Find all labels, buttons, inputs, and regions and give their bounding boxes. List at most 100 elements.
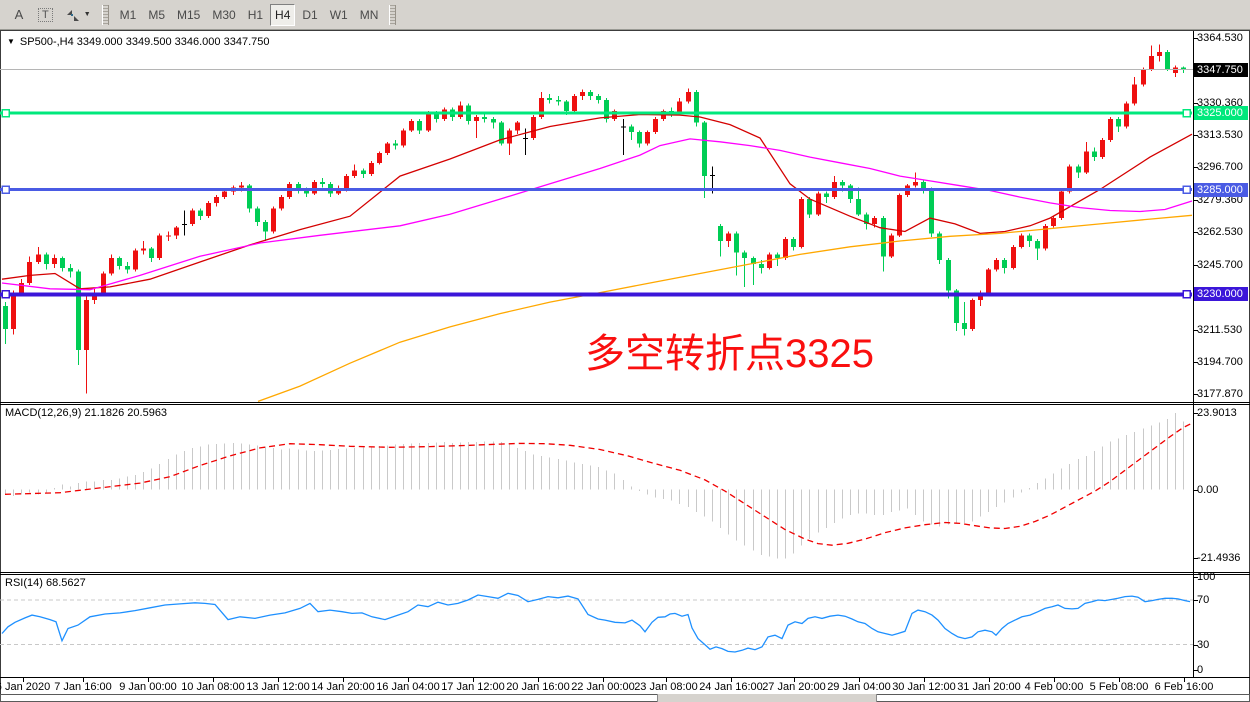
time-tick (408, 678, 409, 682)
time-tick (343, 678, 344, 682)
price-tick-label: 3245.700 (1197, 259, 1243, 271)
tf-button-m15[interactable]: M15 (177, 7, 201, 22)
slow-ma-orange (257, 214, 1193, 402)
hline-handle[interactable] (1182, 108, 1191, 118)
cursor-arrows-icon (66, 9, 79, 21)
rsi-label: RSI(14) 68.5627 (5, 577, 86, 589)
panel-separator[interactable] (0, 402, 1250, 403)
time-tick (1119, 678, 1120, 682)
symbol-dropdown-icon[interactable]: ▼ (7, 37, 15, 46)
hline-3325.000[interactable] (0, 111, 1192, 115)
time-label: 17 Jan 12:00 (441, 681, 505, 693)
symbol-ohlc-text: SP500-,H4 3349.000 3349.500 3346.000 334… (19, 36, 270, 48)
time-tick (23, 678, 24, 682)
macd-tick-label: 23.9013 (1197, 407, 1237, 419)
tf-button-m1[interactable]: M1 (119, 7, 137, 22)
tf-button-h1[interactable]: H1 (247, 7, 264, 22)
time-label: 27 Jan 20:00 (762, 681, 826, 693)
cursor-mode-dropdown-button[interactable]: ▼ (60, 4, 96, 26)
hline-3230.000[interactable] (0, 292, 1192, 297)
price-axis-border (1193, 31, 1194, 677)
price-tick-label: 3313.530 (1197, 129, 1243, 141)
hline-3285.000[interactable] (0, 188, 1192, 192)
horizontal-scrollbar-track[interactable] (0, 694, 1250, 702)
hline-handle[interactable] (1182, 185, 1191, 194)
price-tick-label: 3194.700 (1197, 356, 1243, 368)
hline-handle[interactable] (1182, 290, 1191, 299)
time-label: 6 Feb 16:00 (1154, 681, 1214, 693)
time-tick (603, 678, 604, 682)
macd-tick-label: 0.00 (1197, 484, 1219, 496)
panel-separator (0, 574, 1250, 575)
rsi-indicator-panel[interactable] (0, 575, 1193, 677)
time-tick (148, 678, 149, 682)
panel-separator[interactable] (0, 572, 1250, 573)
time-label: 24 Jan 16:00 (699, 681, 763, 693)
candles (3, 44, 1186, 394)
rsi-tick-label: 70 (1197, 594, 1210, 606)
time-label: 5 Feb 08:00 (1089, 681, 1149, 693)
time-tick (83, 678, 84, 682)
rsi-tick (1193, 670, 1198, 671)
price-tick (1193, 394, 1198, 395)
text-label-tool-button[interactable]: T (33, 4, 58, 26)
hline-handle[interactable] (1, 108, 10, 118)
fast-ma-red (1, 113, 1193, 290)
price-tick (1193, 167, 1198, 168)
current-price-badge: 3347.750 (1194, 63, 1248, 77)
macd-tick (1193, 490, 1198, 491)
main-price-chart[interactable] (0, 31, 1193, 402)
time-label: 14 Jan 20:00 (311, 681, 375, 693)
time-label: 10 Jan 08:00 (181, 681, 245, 693)
toolbar-grip[interactable] (101, 4, 109, 25)
time-label: 7 Jan 16:00 (54, 681, 112, 693)
time-tick (473, 678, 474, 682)
time-tick (989, 678, 990, 682)
tf-button-w1[interactable]: W1 (329, 7, 348, 22)
price-tick (1193, 330, 1198, 331)
time-label: 13 Jan 12:00 (246, 681, 310, 693)
time-label: 20 Jan 16:00 (506, 681, 570, 693)
hline-handle[interactable] (1, 290, 10, 299)
hline-handle[interactable] (1, 185, 10, 194)
macd-tick (1193, 558, 1198, 559)
tf-button-h4[interactable]: H4 (270, 3, 296, 26)
time-tick (859, 678, 860, 682)
price-tick (1193, 103, 1198, 104)
annotation-letter-button[interactable]: A (7, 4, 31, 26)
time-label: 6 Jan 2020 (0, 681, 51, 693)
panel-separator (0, 404, 1250, 405)
time-label: 4 Feb 00:00 (1024, 681, 1084, 693)
rsi-tick-label: 0 (1197, 664, 1204, 676)
time-tick (794, 678, 795, 682)
tf-button-d1[interactable]: D1 (302, 7, 318, 22)
time-tick (924, 678, 925, 682)
macd-indicator-panel[interactable] (0, 405, 1193, 572)
toolbar-grip[interactable] (389, 4, 397, 25)
price-tick-label: 3364.530 (1197, 32, 1243, 44)
horizontal-scrollbar-thumb[interactable] (657, 694, 877, 702)
time-tick (666, 678, 667, 682)
time-tick (538, 678, 539, 682)
rsi-tick-label: 100 (1197, 571, 1216, 583)
letter-a-icon: A (14, 7, 24, 22)
time-label: 31 Jan 20:00 (957, 681, 1021, 693)
price-tick-label: 3279.360 (1197, 194, 1243, 206)
tf-button-mn[interactable]: MN (359, 7, 379, 22)
chart-text-annotation[interactable]: 多空转折点3325 (585, 332, 874, 376)
macd-signal-line (4, 423, 1192, 546)
price-tick (1193, 200, 1198, 201)
timeframe-button-group: M1 M5 M15 M30 H1 H4 D1 W1 MN (114, 3, 385, 26)
chart-title: ▼ SP500-,H4 3349.000 3349.500 3346.000 33… (7, 36, 269, 48)
time-label: 16 Jan 04:00 (376, 681, 440, 693)
time-tick (278, 678, 279, 682)
tf-button-m30[interactable]: M30 (212, 7, 236, 22)
tf-button-m5[interactable]: M5 (148, 7, 166, 22)
time-tick (1054, 678, 1055, 682)
text-tool-icon: T (38, 7, 53, 22)
price-tick (1193, 232, 1198, 233)
time-label: 30 Jan 12:00 (892, 681, 956, 693)
hline-price-badge: 3285.000 (1194, 183, 1248, 197)
time-tick (1184, 678, 1185, 682)
